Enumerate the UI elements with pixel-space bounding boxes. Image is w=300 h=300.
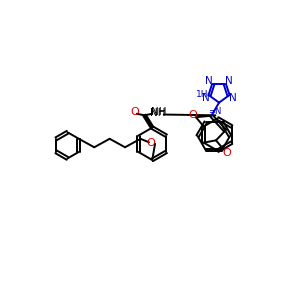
Text: N: N <box>206 76 213 86</box>
Text: 1H: 1H <box>196 90 208 99</box>
Text: NH: NH <box>150 108 165 118</box>
Text: =N: =N <box>208 106 221 116</box>
Text: NH: NH <box>151 107 166 117</box>
Text: O: O <box>147 138 156 148</box>
Text: O: O <box>188 110 197 120</box>
Text: N: N <box>225 76 233 86</box>
Text: O: O <box>222 148 231 158</box>
Text: N: N <box>229 93 236 103</box>
Text: O: O <box>130 107 139 117</box>
Text: N: N <box>202 93 210 103</box>
